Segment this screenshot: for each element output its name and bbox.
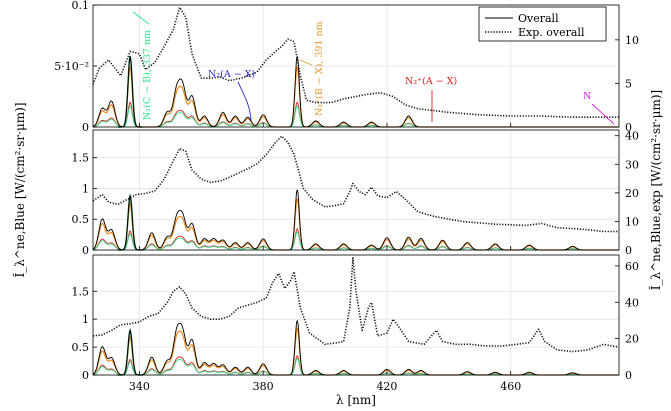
annotation-arrow-n [591,103,615,125]
band-curve-0 [92,66,619,128]
exp-overall-curve [92,6,619,118]
left-tick-label: 0.5 [72,341,90,354]
right-tick-label: 10 [625,215,639,228]
left-tick-label: 1 [82,313,89,326]
overall-curve [92,189,619,251]
right-tick-label: 10 [625,34,639,47]
annotations: N₂(C − B), 337 nm N₂(A − X) N₂⁺(B − X), 39… [132,11,615,125]
panel-frame [92,254,620,376]
x-axis-label: λ [nm] [336,393,376,407]
panel-top: 0.1 5·10⁻² 0 10 5 0 [54,0,639,134]
legend-box [478,6,607,42]
left-tick-label: 0 [82,244,89,257]
right-tick-label: 5 [625,77,632,90]
x-tick-label: 380 [253,380,274,393]
exp-overall-curve [92,257,620,353]
left-tick-label: 0 [82,369,89,382]
annotation-arrow-n2-cb [132,11,150,25]
x-tick-label: 420 [376,380,397,393]
right-tick-label: 0 [625,244,632,257]
legend-label: Overall [518,12,559,25]
right-tick-label: 60 [625,260,639,273]
right-tick-label: 0 [625,369,632,382]
exp-overall-curve [92,135,619,233]
right-tick-label: 40 [625,130,639,143]
left-tick-label: 0.1 [72,0,90,12]
annotation-n2plus-bx: N₂⁺(B − X), 391 nm [314,21,325,116]
left-tick-label: 1 [82,182,89,195]
y-axis-label-right: Î_λ^ne,Blue,exp [W/(cm²·sr·μm)] [648,90,663,290]
left-tick-label: 0 [82,121,89,134]
right-tick-label: 0 [625,121,632,134]
y-axis-label-left: Î_λ^ne,Blue [W/(cm²·sr·μm)] [12,102,27,277]
left-tick-label: 5·10⁻² [54,60,89,73]
panel-middle: 1.5 1 0.5 0 40 30 20 10 0 [72,129,639,257]
annotation-n2-ax: N₂(A − X) [208,69,255,80]
panel-bottom: 1.5 1 0.5 0 60 40 20 0 [72,254,639,382]
band-curve-0 [92,198,619,251]
annotation-arrow-n2plus-bx [299,59,313,66]
x-tick-label: 340 [129,380,150,393]
panel-frame [92,129,620,251]
annotation-n2plus-ax: N₂⁺(A − X) [405,76,457,87]
right-tick-label: 20 [625,187,639,200]
annotation-n2-cb: N₂(C − B), 337 nm [142,30,153,120]
right-tick-label: 30 [625,158,639,171]
right-tick-label: 20 [625,333,639,346]
left-tick-label: 0.5 [72,213,90,226]
right-tick-label: 40 [625,296,639,309]
left-tick-label: 1.5 [72,152,90,165]
legend-label: Exp. overall [518,26,585,39]
annotation-arrow-n2-ax [237,81,252,121]
annotation-n: N [583,91,591,102]
left-tick-label: 1.5 [72,285,90,298]
x-tick-label: 460 [500,380,521,393]
